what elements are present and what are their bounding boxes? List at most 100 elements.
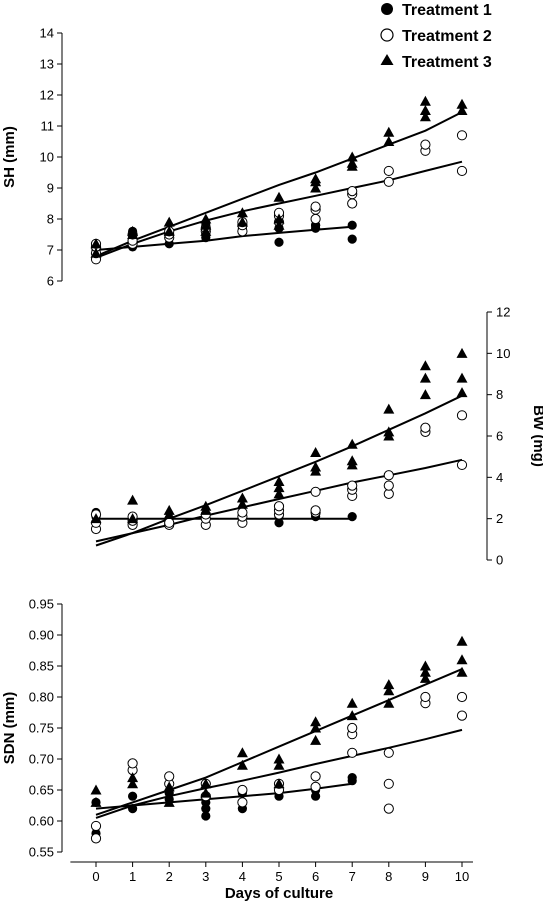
sh-y-tick-label: 11 — [41, 119, 55, 134]
sh-y-axis-title: SH (mm) — [1, 126, 18, 188]
legend-marker-treatment-3 — [380, 54, 394, 65]
sh-treatment-3-point — [456, 105, 468, 115]
sh-treatment-2-trend-line — [95, 160, 463, 259]
legend-marker-treatment-1 — [381, 3, 393, 15]
sdn-treatment-3-point — [310, 716, 322, 727]
sdn-treatment-2-point — [420, 691, 431, 703]
sdn-treatment-2-point — [383, 803, 394, 814]
sdn-y-tick-label: 0.90 — [29, 628, 54, 643]
sh-treatment-2-point — [310, 201, 321, 212]
sh-treatment-2-point — [383, 165, 394, 177]
sdn-y-tick-label: 0.60 — [29, 814, 54, 829]
sdn-treatment-3-point — [273, 753, 285, 764]
sdn-treatment-3-point — [383, 685, 395, 696]
sh-treatment-2-point — [456, 130, 468, 141]
sdn-treatment-2-point — [347, 722, 358, 734]
sdn-treatment-1-point — [347, 773, 357, 783]
sh-y-tick-label: 8 — [47, 212, 54, 227]
sdn-treatment-3-point — [236, 759, 248, 770]
legend-label-treatment-3: Treatment 3 — [402, 54, 492, 71]
sdn-treatment-3-point — [419, 666, 431, 677]
sdn-treatment-2-point — [237, 784, 248, 796]
sh-treatment-3-point — [419, 95, 431, 106]
legend-entry-treatment-1: Treatment 1 — [381, 2, 492, 19]
bw-y-tick-label: 8 — [496, 387, 503, 402]
sdn-y-tick-label: 0.75 — [29, 721, 54, 736]
sh-treatment-3-point — [346, 151, 358, 162]
sh-treatment-3-point — [163, 216, 175, 227]
bw-treatment-3-point — [273, 482, 285, 493]
bw-treatment-3-point — [346, 438, 358, 449]
sdn-treatment-2-point — [383, 747, 394, 758]
bw-treatment-2-point — [456, 410, 468, 421]
sh-treatment-2-point — [347, 198, 358, 209]
sh-treatment-3-point — [273, 191, 285, 202]
sh-treatment-3-point — [310, 182, 322, 193]
bw-y-tick-label: 12 — [496, 305, 510, 320]
sdn-treatment-3-point — [127, 772, 139, 783]
legend-entry-treatment-2: Treatment 2 — [380, 28, 492, 45]
sh-treatment-3-point — [90, 247, 102, 258]
sh-treatment-3-point — [383, 136, 395, 146]
sh-treatment-3-point — [383, 126, 395, 137]
bw-treatment-3-point — [236, 492, 248, 503]
bw-treatment-1-point — [347, 511, 357, 522]
sdn-treatment-3-point — [163, 796, 175, 807]
bw-treatment-3-point — [456, 347, 468, 358]
sdn-treatment-3-point — [273, 759, 285, 770]
sdn-treatment-3-trend-line — [95, 668, 463, 816]
sh-y-tick-label: 7 — [47, 243, 54, 258]
sdn-treatment-3-point — [310, 722, 322, 733]
bw-treatment-3-point — [419, 372, 431, 383]
sdn-treatment-2-point — [310, 781, 321, 793]
bw-treatment-3-point — [383, 403, 395, 414]
bw-treatment-2-point — [273, 501, 285, 512]
sdn-treatment-2-point — [383, 778, 394, 789]
sh-treatment-2-point — [420, 139, 431, 150]
sh-treatment-3-point — [456, 98, 468, 109]
legend-label-treatment-2: Treatment 2 — [402, 28, 492, 45]
bw-y-axis-title: BW (mg) — [530, 405, 543, 467]
sdn-treatment-3-point — [273, 778, 285, 789]
sdn-treatment-1-point — [201, 811, 211, 821]
sdn-treatment-3-point — [419, 672, 431, 683]
sdn-y-tick-label: 0.55 — [29, 845, 54, 860]
bw-y-tick-label: 4 — [496, 470, 503, 485]
sdn-y-tick-label: 0.80 — [29, 690, 54, 705]
sh-treatment-3-point — [419, 105, 431, 115]
sh-treatment-1-point — [347, 234, 357, 244]
sh-treatment-3-point — [163, 225, 175, 236]
sdn-treatment-2-point — [456, 691, 468, 703]
bw-treatment-3-point — [383, 426, 395, 437]
sh-treatment-1-point — [347, 220, 357, 230]
sh-treatment-3-point — [346, 157, 358, 168]
sdn-y-tick-label: 0.65 — [29, 783, 54, 798]
bw-treatment-3-point — [90, 513, 102, 524]
bw-treatment-2-point — [420, 422, 431, 433]
sdn-treatment-2-point — [127, 758, 138, 769]
bw-treatment-3-point — [273, 475, 285, 486]
bw-treatment-2-point — [456, 459, 468, 471]
bw-treatment-2-point — [347, 480, 358, 491]
bw-treatment-3-point — [346, 455, 358, 466]
sh-treatment-2-point — [347, 186, 358, 197]
sdn-treatment-3-point — [236, 747, 248, 758]
x-tick-label: 8 — [385, 869, 392, 884]
bw-treatment-2-trend-line — [95, 458, 463, 543]
legend-label-treatment-1: Treatment 1 — [402, 2, 492, 19]
bw-treatment-3-point — [127, 513, 139, 524]
sh-treatment-3-point — [90, 238, 102, 249]
legend: Treatment 1 Treatment 2 Treatment 3 — [380, 2, 492, 71]
sdn-treatment-3-point — [200, 778, 212, 789]
sdn-treatment-3-point — [456, 666, 468, 677]
panel-sdn: 0.55 0.60 0.65 0.70 0.75 0.80 0.85 0.90 0.95 SDN … — [1, 597, 468, 860]
x-tick-label: 7 — [349, 869, 356, 884]
sh-treatment-2-point — [456, 165, 468, 177]
sdn-treatment-1-point — [128, 791, 138, 801]
sdn-treatment-2-trend-line — [95, 728, 463, 819]
sh-y-tick-label: 14 — [40, 26, 54, 41]
sdn-treatment-3-point — [127, 778, 139, 789]
sh-treatment-3-point — [200, 225, 212, 236]
bw-treatment-3-point — [310, 461, 322, 472]
